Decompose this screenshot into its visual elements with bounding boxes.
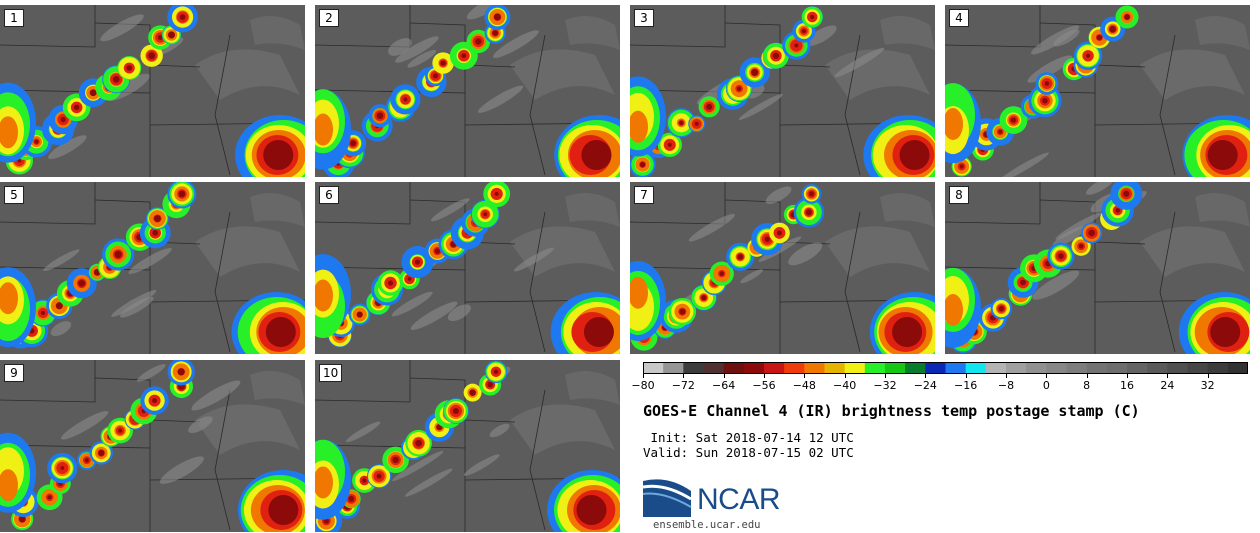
panel-number: 8 bbox=[949, 186, 969, 204]
colorbar-tickmark bbox=[643, 374, 644, 378]
colorbar-bin bbox=[1026, 362, 1047, 374]
panel-number: 7 bbox=[634, 186, 654, 204]
panel-number: 6 bbox=[319, 186, 339, 204]
colorbar-tick-label: 32 bbox=[1200, 379, 1215, 392]
colorbar-bin bbox=[905, 362, 926, 374]
logo-text: NCAR bbox=[697, 483, 781, 516]
panel-number: 4 bbox=[949, 9, 969, 27]
colorbar-bin bbox=[824, 362, 846, 374]
colorbar-bin bbox=[1106, 362, 1128, 374]
colorbar-bin bbox=[1147, 362, 1168, 374]
satellite-map bbox=[945, 182, 1250, 354]
colorbar-tick-label: −8 bbox=[997, 379, 1015, 392]
satellite-map bbox=[0, 5, 305, 177]
colorbar-tickmark bbox=[764, 374, 765, 378]
colorbar-bin bbox=[844, 362, 866, 374]
colorbar-tickmark bbox=[1086, 374, 1088, 378]
colorbar-tick-label: −40 bbox=[833, 379, 857, 392]
ir-panel-6: 6 bbox=[315, 182, 620, 354]
colorbar-bin bbox=[804, 362, 825, 374]
colorbar-bin bbox=[663, 362, 684, 374]
colorbar-tick-label: −80 bbox=[631, 379, 655, 392]
colorbar-tick-label: 16 bbox=[1120, 379, 1134, 392]
colorbar-bin bbox=[965, 362, 987, 374]
satellite-map bbox=[315, 5, 620, 177]
colorbar-bin bbox=[945, 362, 967, 374]
colorbar-ticks: −80 −72 −64 −56 −48 −40 −32 −24 −16 −8 0 8 16 24 32 bbox=[631, 374, 1248, 396]
colorbar-tickmark bbox=[1006, 374, 1007, 378]
panel-number: 5 bbox=[4, 186, 24, 204]
colorbar-tickmark bbox=[1207, 374, 1209, 378]
satellite-map bbox=[945, 5, 1250, 177]
ir-panel-4: 4 bbox=[945, 5, 1250, 177]
colorbar-bin bbox=[764, 362, 785, 374]
colorbar-tick-label: −64 bbox=[712, 379, 736, 392]
colorbar-tickmark bbox=[885, 374, 886, 378]
init-time: Init: Sat 2018-07-14 12 UTC bbox=[643, 430, 854, 445]
colorbar-bin bbox=[683, 362, 704, 374]
colorbar-tick-label: −72 bbox=[671, 379, 695, 392]
ir-panel-8: 8 bbox=[945, 182, 1250, 354]
colorbar-tick-label: 24 bbox=[1160, 379, 1175, 392]
ir-panel-7: 7 bbox=[630, 182, 935, 354]
panel-number: 1 bbox=[4, 9, 24, 27]
colorbar-tickmark bbox=[723, 374, 725, 378]
colorbar-bin bbox=[703, 362, 725, 374]
colorbar-bin bbox=[1086, 362, 1108, 374]
colorbar-bin bbox=[1046, 362, 1067, 374]
colorbar-tick-label: −16 bbox=[954, 379, 978, 392]
colorbar-tickmark bbox=[804, 374, 806, 378]
panel-number: 2 bbox=[319, 9, 339, 27]
ir-panel-2: 2 bbox=[315, 5, 620, 177]
colorbar-tickmark bbox=[844, 374, 846, 378]
colorbar-tick-label: 8 bbox=[1083, 379, 1091, 392]
colorbar-bin bbox=[1227, 362, 1248, 374]
colorbar-bin bbox=[864, 362, 886, 374]
colorbar-bin bbox=[723, 362, 745, 374]
satellite-map bbox=[315, 182, 620, 354]
satellite-map bbox=[630, 182, 935, 354]
satellite-map bbox=[0, 182, 305, 354]
colorbar-bin bbox=[925, 362, 946, 374]
colorbar-bin bbox=[743, 362, 765, 374]
colorbar-bin bbox=[1207, 362, 1229, 374]
colorbar-bin bbox=[1127, 362, 1148, 374]
satellite-map bbox=[630, 5, 935, 177]
colorbar-tick-label: −32 bbox=[873, 379, 897, 392]
satellite-map bbox=[0, 360, 305, 532]
ncar-logo-icon bbox=[643, 479, 692, 517]
colorbar-tickmark bbox=[683, 374, 685, 378]
colorbar-bin bbox=[1006, 362, 1027, 374]
ir-panel-1: 1 bbox=[0, 5, 305, 177]
ir-panel-3: 3 bbox=[630, 5, 935, 177]
panel-number: 3 bbox=[634, 9, 654, 27]
colorbar-bin bbox=[1066, 362, 1088, 374]
colorbar-bin bbox=[985, 362, 1007, 374]
colorbar-tickmark bbox=[1167, 374, 1169, 378]
colorbar-tick-label: 0 bbox=[1042, 379, 1050, 392]
satellite-map bbox=[315, 360, 620, 532]
colorbar-tickmark bbox=[965, 374, 967, 378]
ir-panel-5: 5 bbox=[0, 182, 305, 354]
colorbar-tick-label: −56 bbox=[752, 379, 776, 392]
colorbar-bin bbox=[643, 362, 664, 374]
valid-time: Valid: Sun 2018-07-15 02 UTC bbox=[643, 445, 854, 460]
chart-title: GOES-E Channel 4 (IR) brightness temp po… bbox=[643, 402, 1140, 420]
colorbar-tickmark bbox=[1127, 374, 1128, 378]
colorbar-tickmark bbox=[1046, 374, 1048, 378]
colorbar-tick-label: −48 bbox=[792, 379, 816, 392]
colorbar-bin bbox=[1187, 362, 1209, 374]
site-url: ensemble.ucar.edu bbox=[653, 519, 761, 531]
ir-panel-9: 9 bbox=[0, 360, 305, 532]
colorbar bbox=[643, 362, 1248, 374]
colorbar-bin bbox=[885, 362, 906, 374]
colorbar-tick-label: −24 bbox=[913, 379, 937, 392]
panel-number: 9 bbox=[4, 364, 24, 382]
colorbar-tickmark bbox=[925, 374, 927, 378]
colorbar-bin bbox=[1167, 362, 1188, 374]
colorbar-bin bbox=[784, 362, 805, 374]
panel-number: 10 bbox=[319, 364, 343, 382]
ir-panel-10: 10 bbox=[315, 360, 620, 532]
